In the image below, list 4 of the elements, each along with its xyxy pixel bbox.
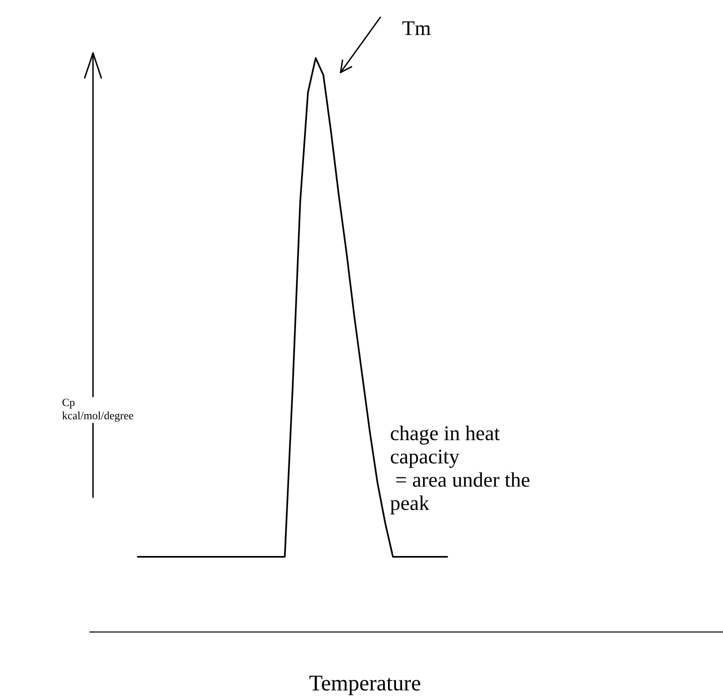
x-axis-title: Temperature	[309, 676, 420, 696]
text: Tm	[402, 21, 431, 36]
y-axis-title: Cp kcal/mol/degree	[62, 398, 134, 422]
annotation: chage in heat capacity = area under the peak	[390, 426, 530, 514]
